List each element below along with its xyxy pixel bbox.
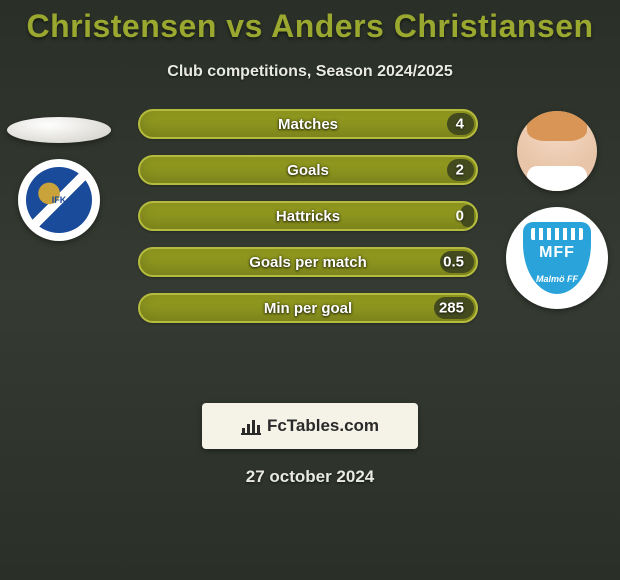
stat-value-right: 0: [456, 208, 464, 225]
bar-chart-icon: [241, 417, 261, 435]
stat-label: Goals: [287, 162, 329, 179]
brand-box[interactable]: FcTables.com: [202, 403, 418, 449]
date-line: 27 october 2024: [0, 467, 620, 487]
page-title: Christensen vs Anders Christiansen: [0, 0, 620, 45]
club-logo-left: IFK: [18, 159, 100, 241]
stat-label: Matches: [278, 116, 338, 133]
stat-value-right: 0.5: [443, 254, 464, 271]
stat-label: Goals per match: [249, 254, 367, 271]
stat-row: Hattricks 0: [138, 201, 478, 231]
player-left-column: IFK: [4, 97, 114, 241]
shield-icon: MFF Malmö FF: [523, 222, 591, 294]
stat-row: Goals per match 0.5: [138, 247, 478, 277]
player-left-photo: [7, 117, 111, 143]
player-right-photo: [517, 111, 597, 191]
brand-text: FcTables.com: [267, 416, 379, 436]
stats-area: IFK MFF Malmö FF Matches 4 Goals 2 Hattricks…: [0, 109, 620, 369]
stat-row: Min per goal 285: [138, 293, 478, 323]
player-right-column: MFF Malmö FF: [502, 111, 612, 309]
stat-bars: Matches 4 Goals 2 Hattricks 0 Goals per match 0…: [138, 109, 478, 339]
club-left-short: IFK: [50, 195, 69, 206]
stat-label: Min per goal: [264, 300, 352, 317]
club-logo-right: MFF Malmö FF: [506, 207, 608, 309]
club-right-sub: Malmö FF: [536, 274, 578, 284]
stat-row: Goals 2: [138, 155, 478, 185]
stat-row: Matches 4: [138, 109, 478, 139]
stat-value-right: 4: [456, 116, 464, 133]
stat-value-right: 285: [439, 300, 464, 317]
subtitle: Club competitions, Season 2024/2025: [0, 63, 620, 81]
club-right-short: MFF: [539, 244, 575, 262]
stat-value-right: 2: [456, 162, 464, 179]
stat-label: Hattricks: [276, 208, 340, 225]
